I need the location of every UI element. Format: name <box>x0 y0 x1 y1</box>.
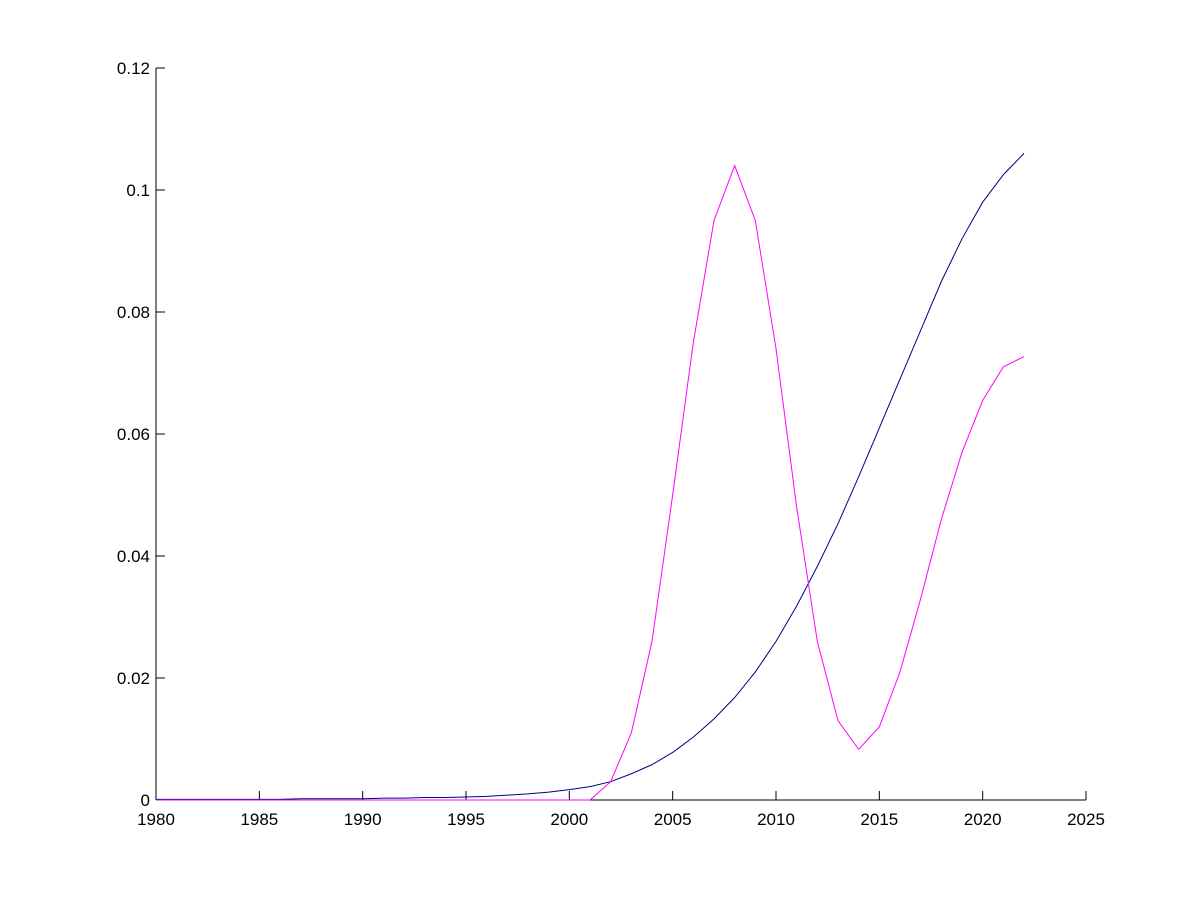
y-tick-label: 0 <box>141 791 150 810</box>
x-tick-label: 1995 <box>447 810 485 829</box>
y-tick-label: 0.1 <box>126 181 150 200</box>
y-tick-label: 0.06 <box>117 425 150 444</box>
y-tick-label: 0.04 <box>117 547 150 566</box>
x-tick-label: 2020 <box>964 810 1002 829</box>
x-tick-label: 1990 <box>344 810 382 829</box>
y-tick-label: 0.02 <box>117 669 150 688</box>
x-tick-label: 2025 <box>1067 810 1105 829</box>
y-tick-label: 0.12 <box>117 59 150 78</box>
series-line <box>156 164 1025 801</box>
x-tick-label: 2015 <box>860 810 898 829</box>
x-tick-label: 1985 <box>240 810 278 829</box>
x-tick-label: 1980 <box>137 810 175 829</box>
x-tick-label: 2010 <box>757 810 795 829</box>
x-tick-label: 2000 <box>550 810 588 829</box>
x-tick-label: 2005 <box>654 810 692 829</box>
y-tick-label: 0.08 <box>117 303 150 322</box>
series-line <box>156 153 1025 800</box>
